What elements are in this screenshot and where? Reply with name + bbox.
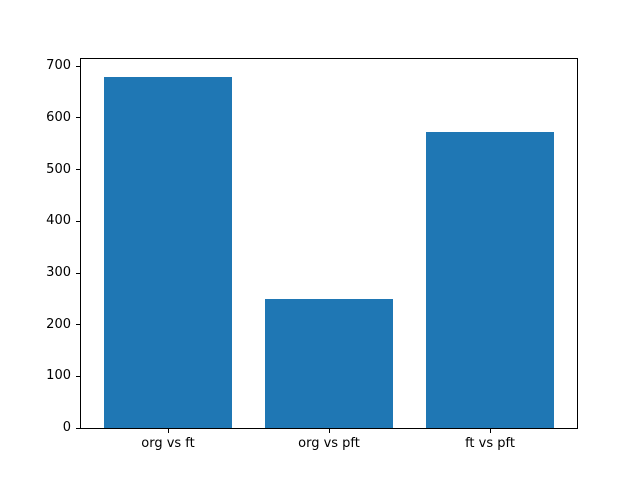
y-axis-tick-label: 600 xyxy=(46,109,71,125)
plot-area: 0 100 200 300 400 500 600 700 org vs ft org vs pf… xyxy=(46,58,578,451)
bar-ft-vs-pft xyxy=(425,132,555,428)
x-axis-category-label: ft vs pft xyxy=(465,436,515,451)
y-axis-tick xyxy=(76,169,80,171)
x-axis-category-label: org vs ft xyxy=(141,436,195,451)
y-axis-tick xyxy=(76,427,80,429)
x-axis-tick xyxy=(489,429,491,433)
y-axis-tick-label: 200 xyxy=(46,316,71,332)
y-axis-tick-label: 300 xyxy=(46,265,71,280)
y-axis-tick-label: 100 xyxy=(46,368,71,384)
bar-org-vs-ft xyxy=(103,76,233,428)
y-axis-tick-label: 500 xyxy=(46,161,71,177)
x-axis-category-label: org vs pft xyxy=(298,436,360,451)
x-axis-tick xyxy=(328,429,330,433)
y-axis-tick xyxy=(76,324,80,326)
y-axis-tick-label: 700 xyxy=(46,58,71,74)
y-axis-tick xyxy=(76,117,80,119)
y-axis-tick xyxy=(76,65,80,67)
bar-org-vs-pft xyxy=(264,298,394,428)
y-axis-tick xyxy=(76,375,80,377)
y-axis-tick xyxy=(76,220,80,222)
x-axis-tick xyxy=(167,429,169,433)
y-axis-tick xyxy=(76,272,80,274)
y-axis-tick-label: 400 xyxy=(46,213,71,229)
y-axis-tick-label: 0 xyxy=(62,420,71,435)
